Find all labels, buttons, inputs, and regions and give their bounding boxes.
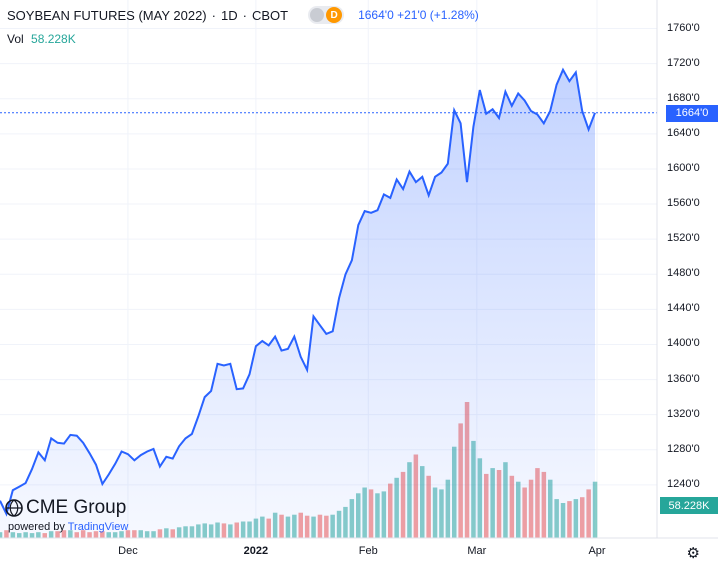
- logo-text: CME Group: [26, 497, 127, 518]
- volume-legend: Vol 58.228K: [7, 32, 76, 46]
- price-tick-label: 1760'0: [667, 21, 700, 34]
- delayed-badge: D: [326, 7, 343, 23]
- powered-by-text: powered by: [8, 521, 65, 533]
- tradingview-link[interactable]: TradingView: [67, 521, 129, 533]
- price-tick-label: 1680'0: [667, 91, 700, 104]
- change-value: +21'0: [397, 8, 427, 22]
- chart-header: SOYBEAN FUTURES (MAY 2022) · 1D · CBOT D…: [7, 6, 479, 24]
- price-tick-label: 1280'0: [667, 442, 700, 455]
- change-percent: (+1.28%): [429, 8, 479, 22]
- price-tick-label: 1240'0: [667, 477, 700, 490]
- time-tick-label: Dec: [118, 545, 138, 557]
- volume-label: Vol: [7, 32, 24, 46]
- price-area-fill: [0, 69, 595, 539]
- price-tick-label: 1720'0: [667, 56, 700, 69]
- price-tick-label: 1640'0: [667, 126, 700, 139]
- price-tick-label: 1400'0: [667, 337, 700, 350]
- last-price-tag: 1664'0: [666, 104, 718, 122]
- price-tick-label: 1560'0: [667, 197, 700, 210]
- powered-by-line: powered by TradingView: [8, 521, 128, 533]
- time-tick-label: 2022: [243, 545, 269, 557]
- settings-gear-icon[interactable]: ⚙: [686, 545, 700, 562]
- last-price: 1664'0: [358, 8, 394, 22]
- price-change-readout: 1664'0 +21'0 (+1.28%): [358, 8, 479, 22]
- price-tick-label: 1600'0: [667, 161, 700, 174]
- cme-group-logo[interactable]: CME Group powered by TradingView: [5, 497, 128, 533]
- cme-globe-icon: [5, 499, 23, 517]
- exchange-label: CBOT: [251, 7, 289, 23]
- market-status-pill[interactable]: D: [308, 6, 345, 24]
- logo-row: CME Group: [5, 497, 128, 519]
- header-separator: ·: [211, 7, 216, 23]
- price-tick-label: 1520'0: [667, 232, 700, 245]
- time-tick-label: Apr: [588, 545, 606, 557]
- price-tick-label: 1440'0: [667, 302, 700, 315]
- timeframe-label[interactable]: 1D: [220, 7, 238, 23]
- price-tick-label: 1480'0: [667, 267, 700, 280]
- volume-tag: 58.228K: [660, 497, 718, 514]
- volume-value: 58.228K: [31, 32, 76, 46]
- symbol-title[interactable]: SOYBEAN FUTURES (MAY 2022): [7, 7, 207, 23]
- header-separator: ·: [242, 7, 247, 23]
- time-tick-label: Feb: [358, 545, 378, 557]
- price-line: [0, 67, 596, 517]
- time-tick-label: Mar: [467, 545, 487, 557]
- volume-bar: [592, 481, 598, 538]
- status-dot-icon: [310, 8, 325, 22]
- price-tick-label: 1320'0: [667, 407, 700, 420]
- price-tick-label: 1360'0: [667, 372, 700, 385]
